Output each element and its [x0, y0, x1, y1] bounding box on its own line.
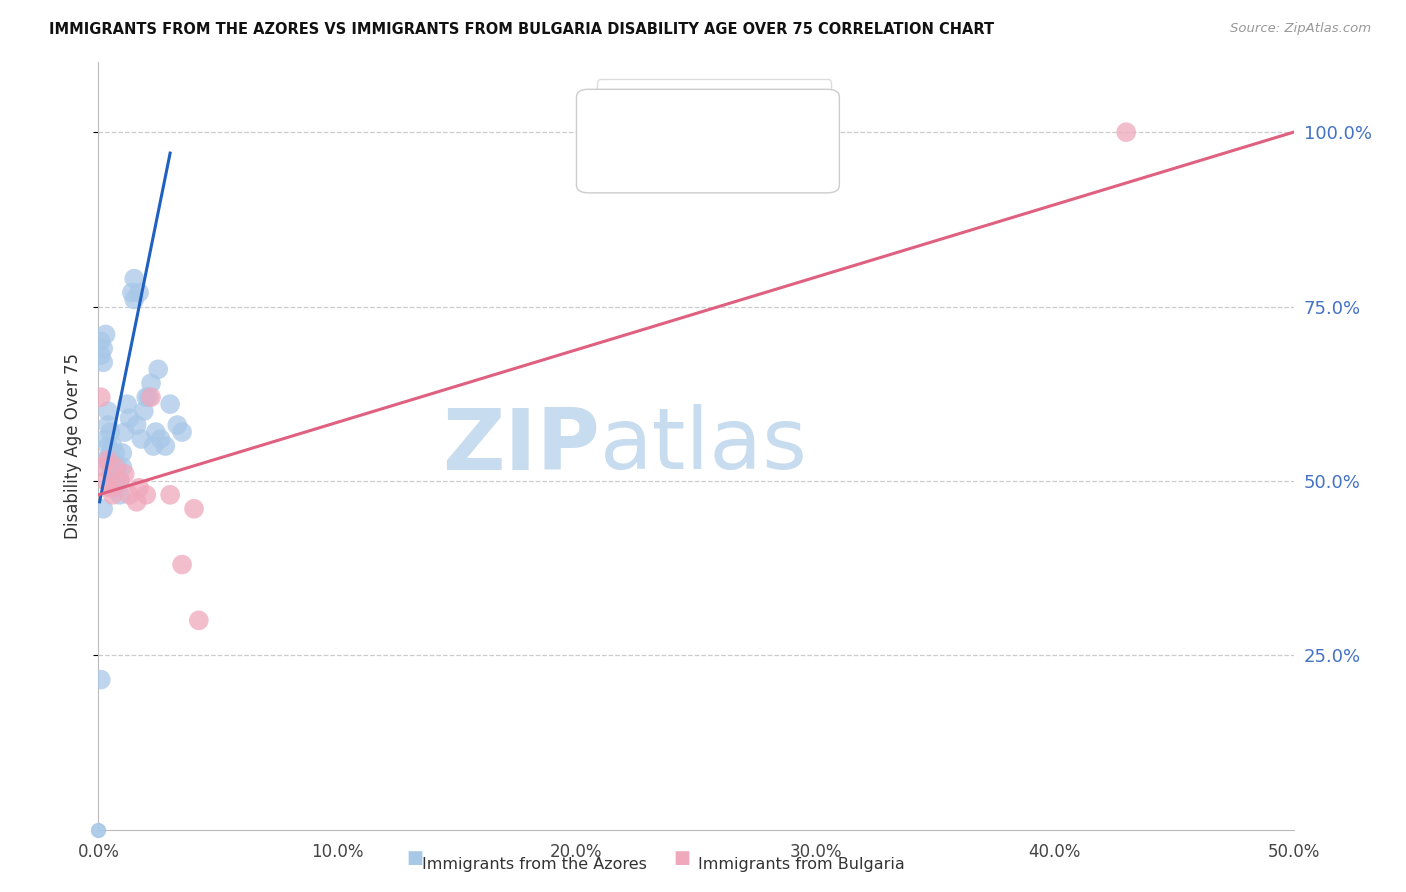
Point — [90, 673, 112, 687]
Point — [97, 453, 120, 467]
Point — [135, 488, 157, 502]
Point — [128, 481, 150, 495]
Text: ZIP: ZIP — [443, 404, 600, 488]
Text: Immigrants from the Azores: Immigrants from the Azores — [422, 857, 647, 872]
Point — [115, 397, 138, 411]
Point — [139, 376, 162, 391]
Point — [172, 558, 194, 572]
Point — [90, 334, 112, 349]
Point — [124, 293, 146, 307]
Point — [107, 459, 129, 474]
Legend: R = 0.657   N = 48, R = 0.706   N = 19: R = 0.657 N = 48, R = 0.706 N = 19 — [598, 79, 831, 149]
Text: IMMIGRANTS FROM THE AZORES VS IMMIGRANTS FROM BULGARIA DISABILITY AGE OVER 75 CO: IMMIGRANTS FROM THE AZORES VS IMMIGRANTS… — [49, 22, 994, 37]
Point — [159, 488, 181, 502]
Point — [90, 390, 112, 404]
Point — [148, 362, 170, 376]
Point — [101, 439, 124, 453]
Point — [114, 425, 136, 439]
Point — [90, 348, 112, 362]
Point — [94, 453, 117, 467]
Point — [91, 501, 114, 516]
Point — [108, 474, 131, 488]
Point — [128, 285, 150, 300]
Point — [172, 425, 194, 439]
FancyBboxPatch shape — [576, 89, 839, 193]
Point — [166, 418, 188, 433]
Point — [91, 459, 114, 474]
Point — [101, 453, 124, 467]
Point — [97, 439, 120, 453]
Point — [125, 495, 148, 509]
Point — [132, 404, 155, 418]
Point — [101, 474, 124, 488]
Point — [131, 432, 153, 446]
Text: ■: ■ — [673, 849, 690, 867]
Point — [124, 271, 146, 285]
Point — [187, 613, 209, 627]
Point — [155, 439, 177, 453]
Point — [107, 474, 129, 488]
Text: atlas: atlas — [600, 404, 808, 488]
Point — [1115, 125, 1137, 139]
Point — [125, 418, 148, 433]
Point — [104, 467, 127, 481]
Point — [94, 327, 117, 342]
Point — [108, 488, 131, 502]
Point — [98, 459, 122, 474]
Point — [149, 432, 172, 446]
Point — [98, 425, 122, 439]
Point — [97, 404, 120, 418]
Point — [91, 342, 114, 356]
Point — [101, 488, 124, 502]
Text: ■: ■ — [406, 849, 423, 867]
Point — [87, 822, 110, 837]
Point — [104, 481, 127, 495]
Point — [111, 459, 134, 474]
Point — [118, 411, 141, 425]
Point — [111, 446, 134, 460]
Point — [183, 501, 205, 516]
Point — [118, 488, 141, 502]
Text: Source: ZipAtlas.com: Source: ZipAtlas.com — [1230, 22, 1371, 36]
Point — [135, 390, 157, 404]
Point — [104, 459, 127, 474]
Point — [121, 285, 143, 300]
Point — [98, 481, 122, 495]
Point — [104, 446, 127, 460]
Point — [108, 474, 131, 488]
Point — [94, 474, 117, 488]
Point — [94, 432, 117, 446]
Point — [138, 390, 160, 404]
Y-axis label: Disability Age Over 75: Disability Age Over 75 — [65, 353, 83, 539]
Point — [98, 446, 122, 460]
Point — [91, 355, 114, 369]
Point — [114, 467, 136, 481]
Point — [159, 397, 181, 411]
Text: Immigrants from Bulgaria: Immigrants from Bulgaria — [697, 857, 905, 872]
Point — [139, 390, 162, 404]
Point — [145, 425, 167, 439]
Point — [142, 439, 165, 453]
Point — [97, 418, 120, 433]
